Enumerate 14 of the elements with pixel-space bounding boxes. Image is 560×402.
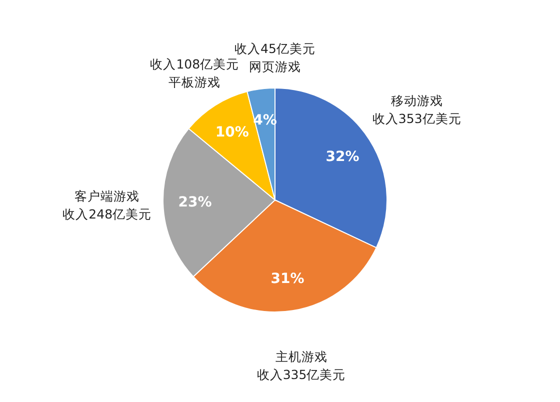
- text: 收入108亿美元: [150, 56, 240, 72]
- slice-label: 网页游戏: [249, 59, 301, 74]
- text: 收入248亿美元: [62, 206, 152, 222]
- data-label: 31%: [270, 271, 304, 288]
- slice-label: 移动游戏: [390, 92, 443, 108]
- slice-label: 客户端游戏: [74, 188, 140, 204]
- data-label: 23%: [178, 194, 212, 211]
- data-label: 32%: [326, 149, 360, 166]
- slice-label: 主机游戏: [275, 348, 328, 364]
- text: 收入45亿美元: [234, 41, 316, 56]
- data-label: 10%: [215, 124, 249, 140]
- slice-label: 平板游戏: [168, 74, 221, 90]
- text: 收入335亿美元: [256, 366, 346, 382]
- text: 收入353亿美元: [372, 110, 462, 126]
